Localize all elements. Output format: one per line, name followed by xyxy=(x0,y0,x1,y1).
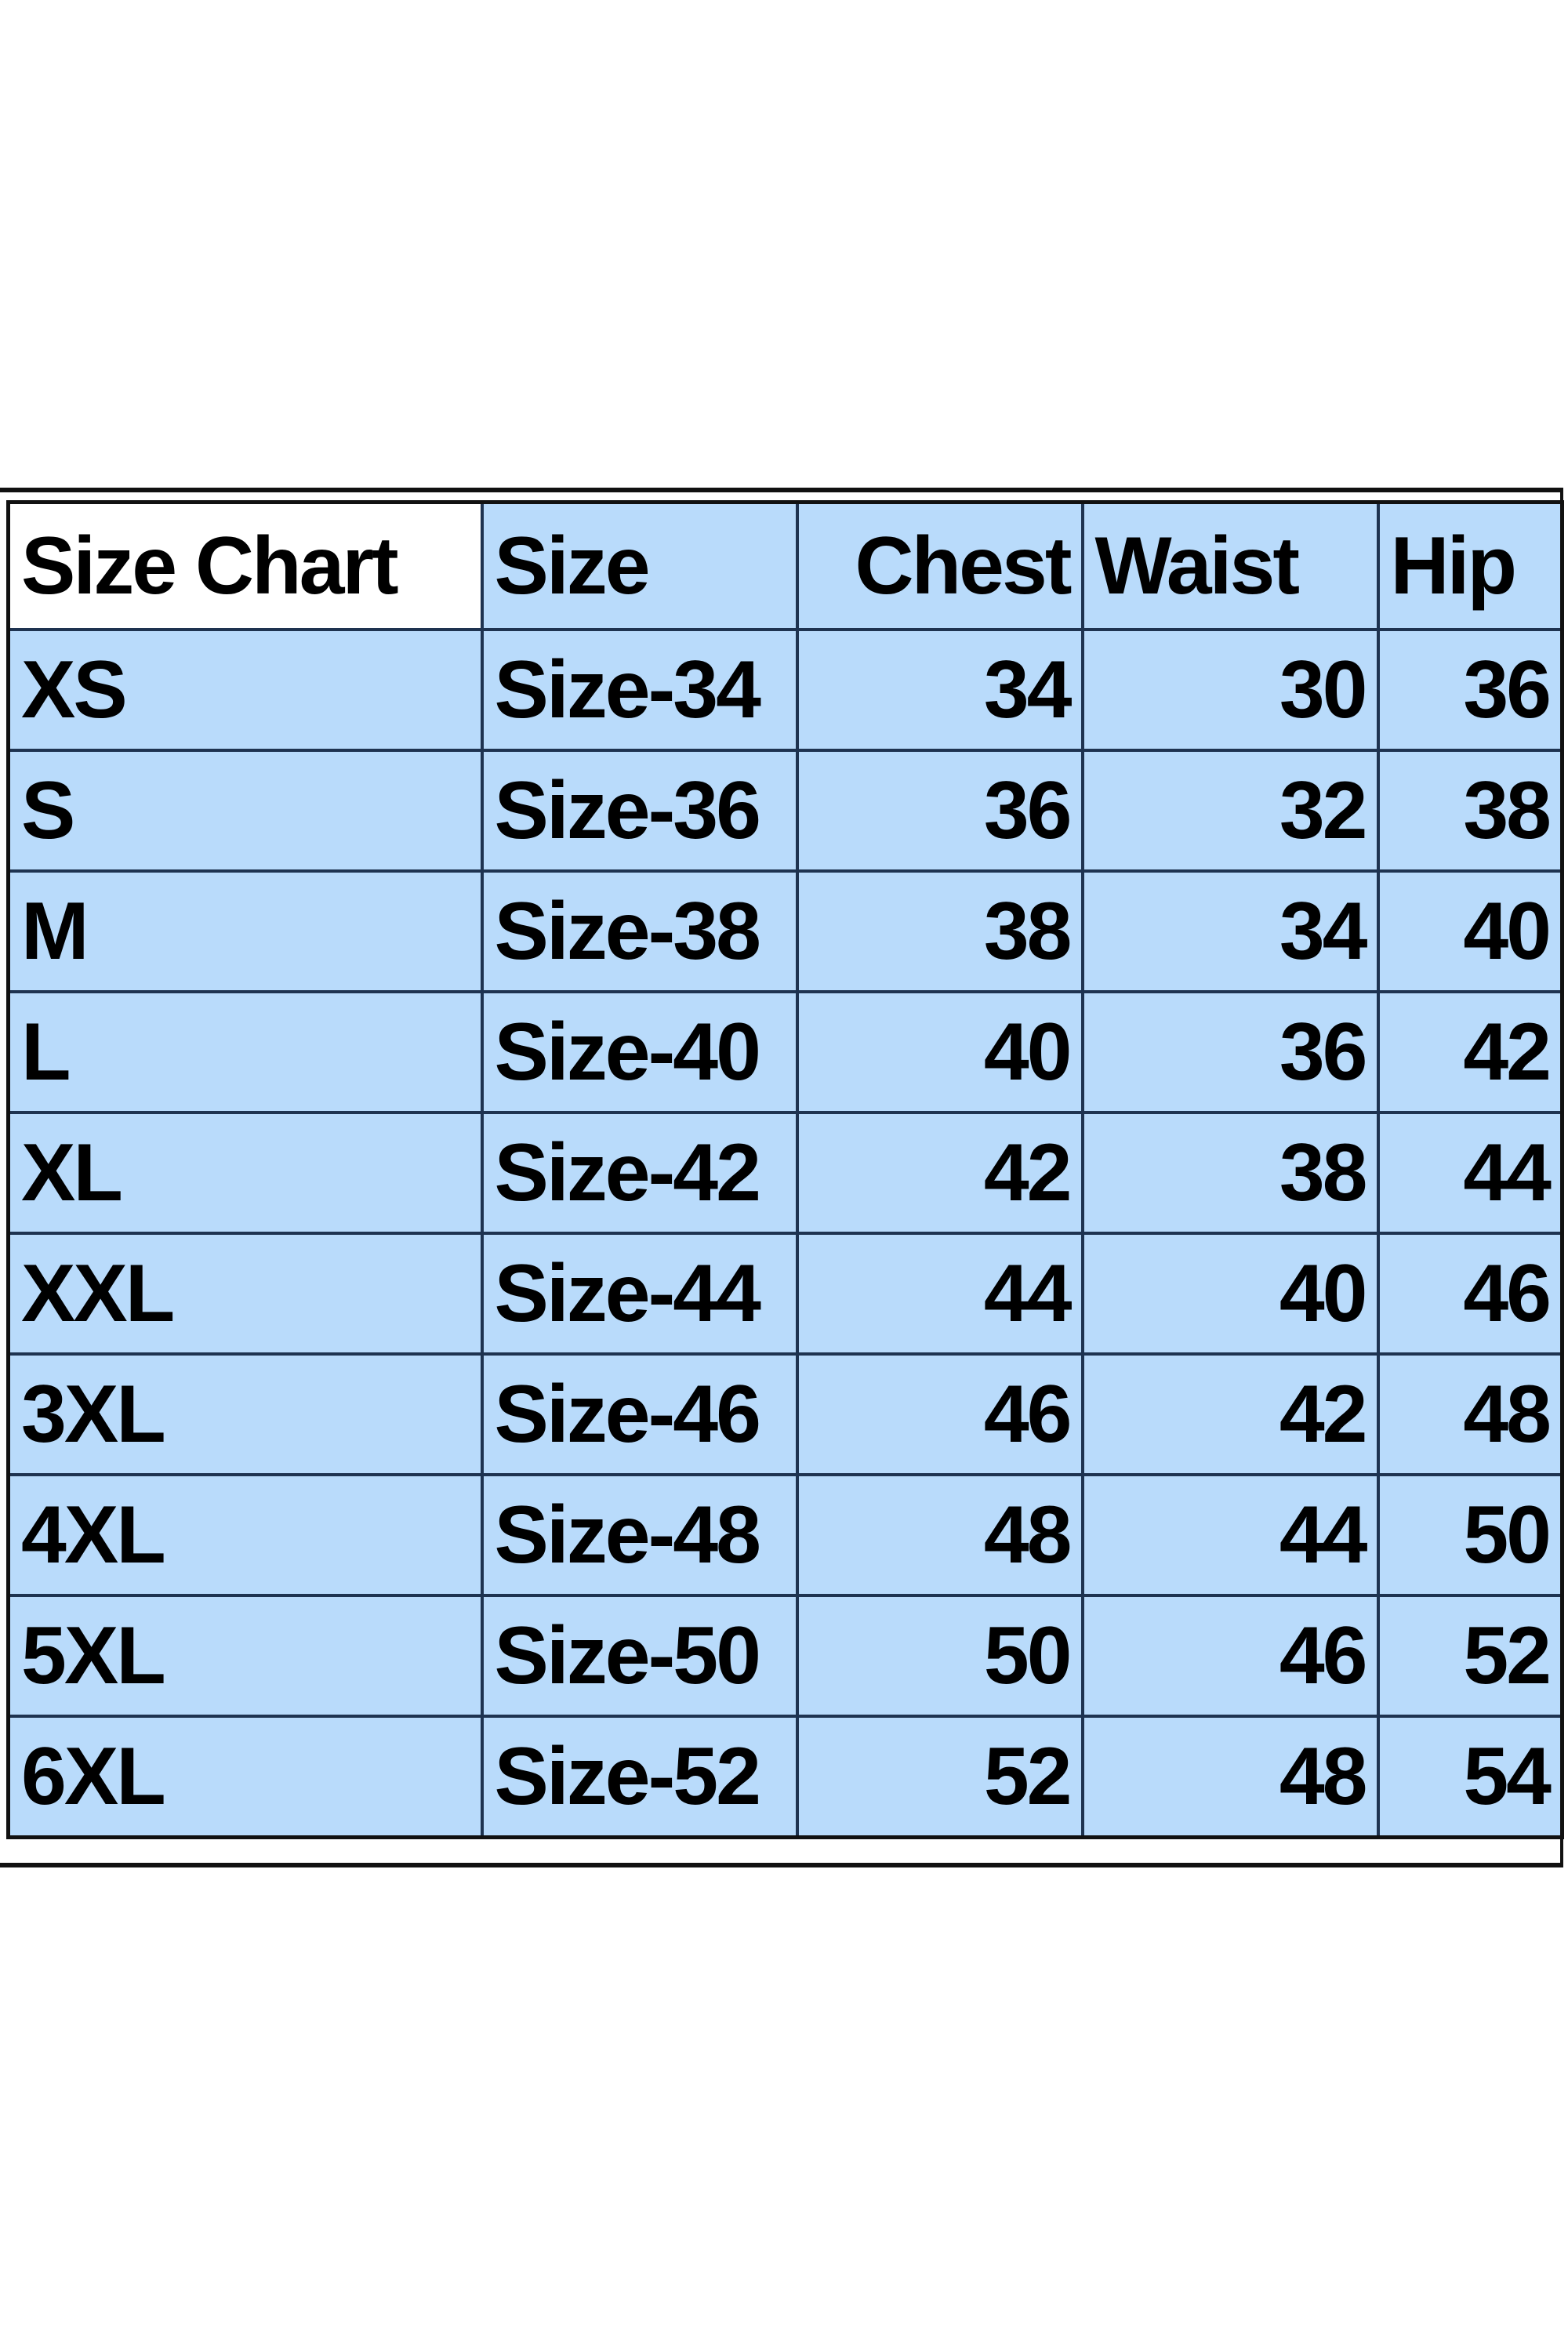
table-row: L Size-40 40 36 42 xyxy=(6,990,1564,1114)
cell-chest: 38 xyxy=(795,869,1084,993)
cell-chest: 48 xyxy=(795,1473,1084,1597)
cell-size-label: 4XL xyxy=(6,1473,484,1597)
cell-waist: 46 xyxy=(1080,1594,1380,1718)
cell-waist: 38 xyxy=(1080,1111,1380,1235)
header-waist: Waist xyxy=(1080,500,1380,631)
cell-waist: 36 xyxy=(1080,990,1380,1114)
cell-chest: 40 xyxy=(795,990,1084,1114)
cell-chest: 50 xyxy=(795,1594,1084,1718)
cell-chest: 46 xyxy=(795,1352,1084,1476)
cell-size-label: XXL xyxy=(6,1232,484,1356)
cell-waist: 30 xyxy=(1080,628,1380,752)
cell-hip: 54 xyxy=(1376,1715,1564,1839)
cell-hip: 50 xyxy=(1376,1473,1564,1597)
table-row: 6XL Size-52 52 48 54 xyxy=(6,1715,1564,1839)
header-size-chart: Size Chart xyxy=(6,500,484,631)
cell-size-label: XS xyxy=(6,628,484,752)
header-chest: Chest xyxy=(795,500,1084,631)
cell-hip: 42 xyxy=(1376,990,1564,1114)
cell-hip: 44 xyxy=(1376,1111,1564,1235)
cell-size-number: Size-50 xyxy=(480,1594,799,1718)
header-size: Size xyxy=(480,500,799,631)
cell-size-number: Size-38 xyxy=(480,869,799,993)
table-row: 5XL Size-50 50 46 52 xyxy=(6,1594,1564,1718)
cell-hip: 38 xyxy=(1376,749,1564,873)
cell-chest: 44 xyxy=(795,1232,1084,1356)
cell-hip: 40 xyxy=(1376,869,1564,993)
header-row: Size Chart Size Chest Waist Hip xyxy=(6,500,1564,631)
cell-size-label: S xyxy=(6,749,484,873)
cell-size-label: 3XL xyxy=(6,1352,484,1476)
cell-hip: 46 xyxy=(1376,1232,1564,1356)
header-hip: Hip xyxy=(1376,500,1564,631)
cell-size-number: Size-44 xyxy=(480,1232,799,1356)
table-row: 4XL Size-48 48 44 50 xyxy=(6,1473,1564,1597)
cell-size-number: Size-34 xyxy=(480,628,799,752)
cell-hip: 52 xyxy=(1376,1594,1564,1718)
cell-waist: 40 xyxy=(1080,1232,1380,1356)
cell-size-label: L xyxy=(6,990,484,1114)
table-row: XS Size-34 34 30 36 xyxy=(6,628,1564,752)
cell-size-number: Size-36 xyxy=(480,749,799,873)
cell-hip: 48 xyxy=(1376,1352,1564,1476)
cell-hip: 36 xyxy=(1376,628,1564,752)
cell-waist: 32 xyxy=(1080,749,1380,873)
cell-waist: 34 xyxy=(1080,869,1380,993)
cell-size-number: Size-52 xyxy=(480,1715,799,1839)
table-row: XXL Size-44 44 40 46 xyxy=(6,1232,1564,1356)
cell-waist: 44 xyxy=(1080,1473,1380,1597)
cell-chest: 36 xyxy=(795,749,1084,873)
cell-size-label: XL xyxy=(6,1111,484,1235)
cell-size-number: Size-42 xyxy=(480,1111,799,1235)
table-row: XL Size-42 42 38 44 xyxy=(6,1111,1564,1235)
cell-size-number: Size-48 xyxy=(480,1473,799,1597)
size-chart-table: Size Chart Size Chest Waist Hip XS Size-3… xyxy=(6,500,1564,1839)
table-row: 3XL Size-46 46 42 48 xyxy=(6,1352,1564,1476)
cell-waist: 48 xyxy=(1080,1715,1380,1839)
cell-size-number: Size-40 xyxy=(480,990,799,1114)
table-row: S Size-36 36 32 38 xyxy=(6,749,1564,873)
cell-size-number: Size-46 xyxy=(480,1352,799,1476)
cell-size-label: 5XL xyxy=(6,1594,484,1718)
cell-chest: 42 xyxy=(795,1111,1084,1235)
cell-waist: 42 xyxy=(1080,1352,1380,1476)
cell-size-label: M xyxy=(6,869,484,993)
cell-chest: 52 xyxy=(795,1715,1084,1839)
table-row: M Size-38 38 34 40 xyxy=(6,869,1564,993)
cell-chest: 34 xyxy=(795,628,1084,752)
cell-size-label: 6XL xyxy=(6,1715,484,1839)
